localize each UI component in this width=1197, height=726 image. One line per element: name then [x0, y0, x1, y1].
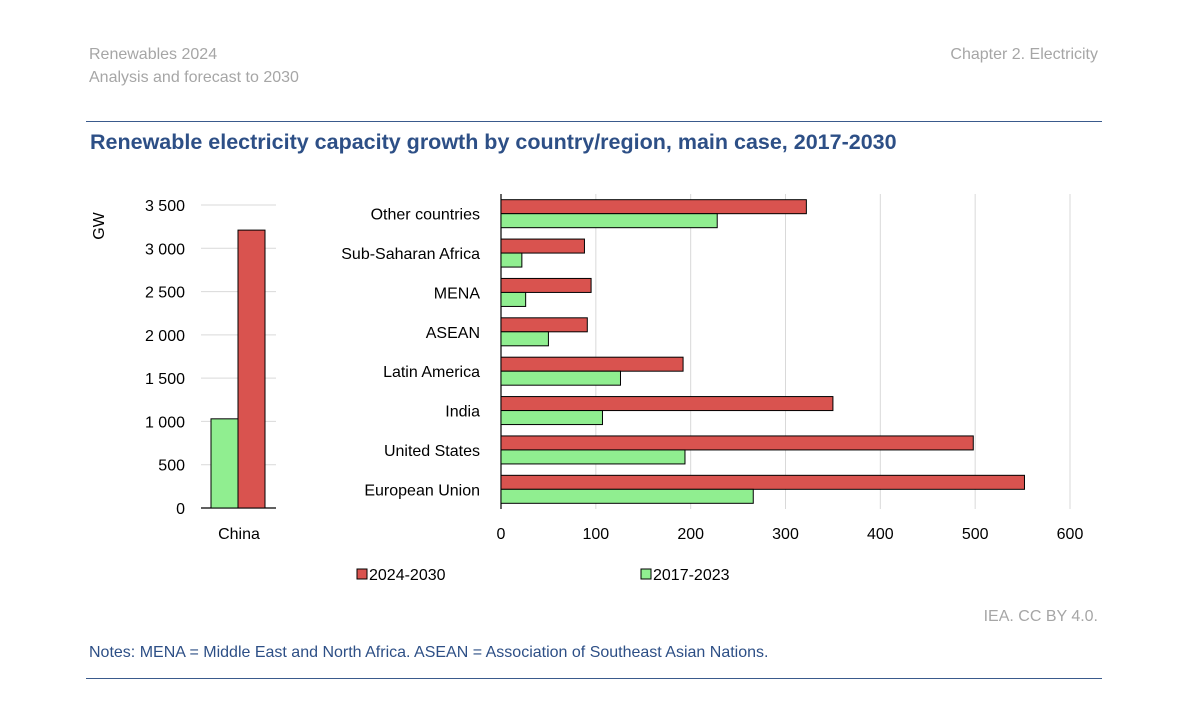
y-tick-label: 1 000 — [145, 414, 185, 431]
y-category-label: Sub-Saharan Africa — [341, 246, 480, 263]
y-category-label: United States — [384, 443, 480, 460]
y-tick-label: 2 500 — [145, 285, 185, 302]
y-tick-label: 0 — [176, 501, 185, 518]
legend-label: 2024-2030 — [369, 567, 446, 584]
y-category-label: India — [445, 404, 480, 421]
bar-2024-2030 — [500, 474, 1025, 490]
bar-2024-2030 — [500, 317, 588, 333]
bar-2017-2023 — [500, 370, 621, 386]
bar-2017-2023 — [500, 410, 603, 426]
bottom-rule — [86, 678, 1102, 679]
y-category-label: Latin America — [383, 364, 480, 381]
top-rule — [86, 121, 1102, 122]
china-bar-2024-2030 — [237, 229, 266, 509]
y-tick-label: 3 000 — [145, 241, 185, 258]
bar-2017-2023 — [500, 213, 718, 229]
bar-2024-2030 — [500, 199, 807, 215]
y-category-label: MENA — [434, 285, 481, 302]
x-tick-label: 100 — [582, 526, 609, 543]
y-axis-label: GW — [91, 211, 108, 239]
bar-2017-2023 — [500, 252, 523, 268]
y-category-label: Other countries — [371, 207, 480, 224]
figure-title: Renewable electricity capacity growth by… — [90, 130, 897, 154]
y-tick-label: 2 000 — [145, 328, 185, 345]
report-header: Renewables 2024 Analysis and forecast to… — [89, 43, 299, 89]
x-tick-label: 0 — [497, 526, 506, 543]
credit-text: IEA. CC BY 4.0. — [983, 608, 1098, 625]
legend: 2024-2030 2017-2023 — [356, 567, 730, 584]
bar-2017-2023 — [500, 291, 527, 307]
bar-2024-2030 — [500, 356, 684, 372]
x-tick-label: 400 — [867, 526, 894, 543]
x-category-label: China — [218, 526, 260, 543]
x-tick-label: 500 — [962, 526, 989, 543]
legend-swatch — [356, 568, 368, 580]
china-bar-2017-2023 — [210, 418, 239, 509]
x-tick-label: 200 — [677, 526, 704, 543]
china-chart: 0 500 1 000 1 500 2 000 2 500 3 000 3 500 GW Chin… — [91, 198, 276, 543]
report-title: Renewables 2024 — [89, 46, 218, 63]
x-tick-label: 300 — [772, 526, 799, 543]
y-tick-label: 3 500 — [145, 198, 185, 215]
bar-2017-2023 — [500, 488, 754, 504]
y-category-label: ASEAN — [426, 325, 480, 342]
bar-2024-2030 — [500, 277, 592, 293]
legend-label: 2017-2023 — [653, 567, 730, 584]
y-tick-label: 500 — [158, 458, 185, 475]
report-subtitle: Analysis and forecast to 2030 — [89, 69, 299, 86]
regions-chart: 0 100 200 300 400 500 600 Other countries Sub-Sa… — [341, 194, 1083, 543]
bar-2024-2030 — [500, 238, 585, 254]
y-category-label: European Union — [364, 482, 480, 499]
bar-2024-2030 — [500, 435, 974, 451]
y-tick-label: 1 500 — [145, 371, 185, 388]
x-tick-label: 600 — [1057, 526, 1084, 543]
notes-text: Notes: MENA = Middle East and North Afri… — [89, 644, 769, 661]
chapter-label: Chapter 2. Electricity — [950, 46, 1098, 63]
bar-2024-2030 — [500, 396, 834, 412]
legend-swatch — [640, 568, 652, 580]
bar-2017-2023 — [500, 449, 686, 465]
bar-2017-2023 — [500, 331, 549, 347]
